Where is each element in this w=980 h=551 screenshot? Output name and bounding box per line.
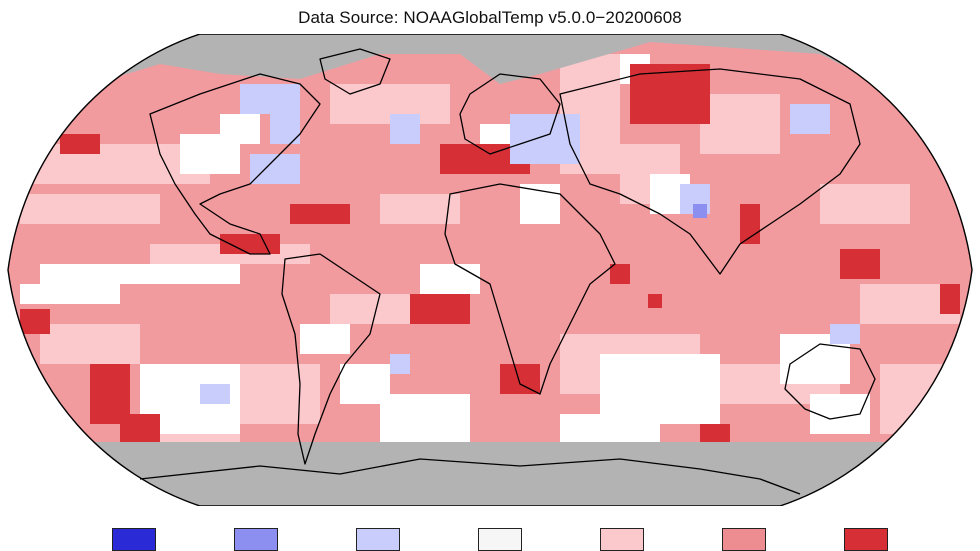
legend-swatch-slightly-warmer [600,528,644,551]
much-warmer-patches [20,64,960,454]
antarctica-outline [139,458,801,495]
europe-outline [459,73,561,155]
color-legend [0,528,980,551]
globe-outline [7,34,973,506]
legend-swatch-cooler [234,528,278,551]
coastlines [139,48,876,495]
legend-swatch-slightly-cooler [356,528,400,551]
cooler-patches [693,204,707,218]
data-source-title: Data Source: NOAAGlobalTemp v5.0.0−20200… [298,8,682,27]
north-america-outline [149,73,321,255]
legend-swatch-warmer [722,528,766,551]
legend-swatch-much-warmer [844,528,888,551]
neutral-patches [20,54,870,444]
legend-swatch-neutral [478,528,522,551]
africa-outline [444,183,616,395]
map-cells [8,34,972,506]
south-america-outline [281,253,381,465]
australia-outline [784,343,876,420]
greenland-outline [319,48,391,95]
map-svg [7,34,973,506]
legend-swatch-much-cooler [112,528,156,551]
temperature-anomaly-map [0,34,980,506]
asia-outline [559,68,861,275]
